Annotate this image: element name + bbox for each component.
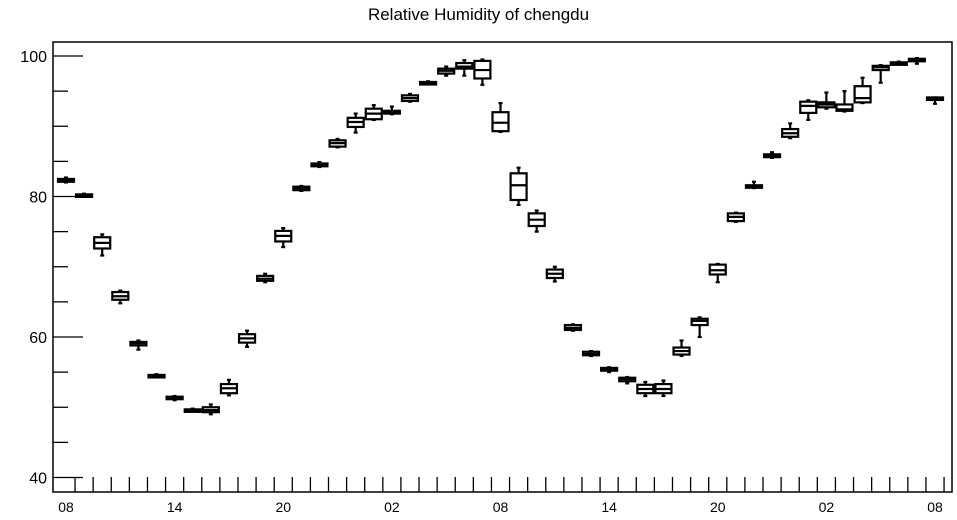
box-body: [835, 103, 854, 112]
box-plot: [889, 60, 908, 66]
box-plot: [93, 233, 112, 257]
x-tick-label: 02: [819, 499, 835, 515]
box-plot: [581, 349, 601, 358]
box-body: [853, 85, 872, 104]
box-plot: [455, 59, 474, 77]
box-plot: [165, 394, 184, 402]
box-plot: [237, 329, 257, 348]
box-plot: [256, 272, 275, 284]
box-plot: [382, 105, 401, 116]
box-body: [509, 172, 528, 202]
x-tick-label: 14: [167, 499, 183, 515]
box-plot: [871, 64, 890, 84]
box-plot: [600, 366, 619, 374]
box-plot: [201, 403, 220, 416]
box-plot: [618, 375, 637, 385]
x-tick-label: 08: [927, 499, 943, 515]
y-tick-label: 100: [20, 49, 47, 66]
box-plot: [491, 101, 510, 133]
box-plot: [907, 57, 926, 65]
box-body: [799, 100, 818, 115]
box-plot: [781, 122, 800, 140]
box-plot: [310, 160, 329, 169]
box-plot: [274, 227, 293, 249]
box-plot: [473, 58, 492, 86]
box-plot: [328, 137, 347, 149]
x-tick-label: 02: [384, 499, 400, 515]
box-plot: [817, 91, 836, 110]
box-plot: [364, 104, 383, 122]
x-tick-label: 08: [493, 499, 509, 515]
box-plot: [292, 184, 311, 192]
box-plot: [147, 373, 166, 379]
box-plot: [219, 378, 239, 397]
box-plot: [56, 176, 76, 184]
box-plot: [708, 262, 727, 284]
box-plot: [527, 209, 546, 233]
box-plot: [129, 339, 148, 351]
box-plot: [672, 339, 691, 358]
box-plot: [744, 180, 764, 190]
x-axis: 08 14 20 02 08 14 20 02 08: [58, 477, 945, 515]
box-plot: [437, 65, 456, 77]
y-axis: 40 60 80 100: [20, 49, 83, 488]
x-tick-label: 14: [601, 499, 617, 515]
box-plot: [835, 90, 854, 113]
box-plot: [799, 99, 818, 122]
box-plot: [346, 112, 365, 134]
box-series: [56, 57, 945, 416]
box-plot: [853, 76, 872, 105]
x-tick-label: 08: [58, 499, 74, 515]
box-plot: [563, 323, 583, 332]
box-plot: [183, 407, 202, 413]
box-plot: [636, 380, 655, 398]
y-tick-label: 80: [29, 190, 47, 207]
x-tick-label: 20: [275, 499, 291, 515]
box-plot: [418, 80, 438, 86]
box-plot: [400, 92, 420, 103]
box-plot: [762, 151, 782, 159]
box-plot: [509, 166, 528, 207]
box-plot: [925, 96, 945, 105]
box-plot: [726, 211, 745, 223]
y-tick-label: 60: [29, 330, 47, 347]
box-plot: [75, 192, 94, 198]
box-plot: [111, 289, 130, 305]
chart-title: Relative Humidity of chengdu: [367, 5, 590, 24]
box-plot: [545, 265, 564, 283]
x-tick-label: 20: [710, 499, 726, 515]
box-plot: [654, 379, 673, 398]
y-tick-label: 40: [29, 471, 47, 488]
box-plot: [690, 316, 709, 339]
